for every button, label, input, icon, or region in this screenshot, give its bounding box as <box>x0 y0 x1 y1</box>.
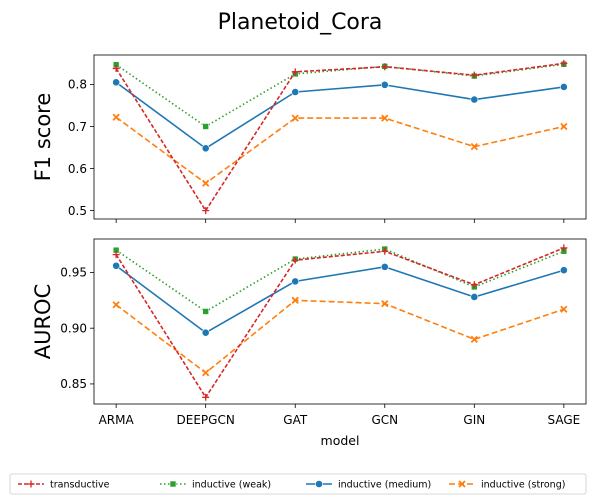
legend-marker <box>458 480 466 488</box>
y-axis-label: F1 score <box>31 93 55 182</box>
data-point <box>291 277 300 286</box>
legend-label: inductive (medium) <box>338 480 431 491</box>
data-point <box>201 144 210 153</box>
legend-item: transductive <box>18 480 110 491</box>
series-line <box>115 81 564 150</box>
y-tick-label: 0.85 <box>60 377 87 391</box>
data-point <box>202 393 210 401</box>
data-point <box>381 247 389 255</box>
data-point <box>380 80 389 89</box>
series-4 <box>112 113 568 187</box>
data-point <box>470 335 478 343</box>
data-point <box>291 256 299 264</box>
series-1 <box>112 244 568 401</box>
data-point <box>381 300 389 308</box>
data-point <box>202 123 209 130</box>
x-tick-label: ARMA <box>99 413 135 427</box>
data-point <box>470 293 479 301</box>
legend-item: inductive (strong) <box>449 480 565 491</box>
data-point <box>291 296 299 304</box>
series-line <box>115 265 565 334</box>
data-point <box>202 369 210 377</box>
data-point <box>112 301 120 309</box>
data-point <box>470 71 478 79</box>
legend-label: transductive <box>50 480 110 491</box>
legend-marker <box>27 480 35 488</box>
data-point <box>470 95 479 104</box>
data-point <box>291 68 299 76</box>
series-line <box>115 116 565 185</box>
data-point <box>559 83 568 91</box>
data-point <box>381 63 389 71</box>
auroc-panel: 0.85 0.90 0.95 ARMA DEEPGCN GAT GCN GIN SAGE AURO… <box>31 238 587 427</box>
legend-item: inductive (medium) <box>306 480 431 491</box>
data-point <box>380 262 389 271</box>
data-point <box>112 64 120 72</box>
data-point <box>202 308 209 315</box>
series-line <box>115 248 565 313</box>
legend-box <box>9 473 587 495</box>
data-point <box>291 88 300 96</box>
y-axis-label: AUROC <box>31 284 55 360</box>
x-tick-label: GIN <box>463 413 485 427</box>
data-point <box>560 305 568 313</box>
axes-frame <box>93 238 587 405</box>
x-tick-label: SAGE <box>548 413 581 427</box>
axes-frame <box>93 54 587 220</box>
data-point <box>559 266 568 275</box>
x-tick-label: GAT <box>283 413 308 427</box>
data-point <box>202 207 210 215</box>
data-point <box>112 251 120 259</box>
series-line <box>115 62 564 212</box>
series-3 <box>112 261 568 337</box>
x-tick-label: GCN <box>371 413 398 427</box>
y-tick-label: 0.7 <box>68 120 87 134</box>
data-point <box>560 244 568 252</box>
figure-title: Planetoid_Cora <box>218 10 383 35</box>
series-1 <box>112 59 568 215</box>
legend: transductive inductive (weak) inductive (m… <box>9 473 587 495</box>
y-tick-label: 0.90 <box>60 321 87 335</box>
series-4 <box>112 296 568 377</box>
data-point <box>560 59 568 67</box>
data-point <box>381 114 389 122</box>
legend-marker <box>315 480 323 488</box>
series-line <box>115 63 564 128</box>
y-tick-label: 0.5 <box>68 204 87 218</box>
x-tick-label: DEEPGCN <box>177 413 235 427</box>
series-line <box>115 247 565 399</box>
data-point <box>470 281 478 289</box>
x-axis-label: model <box>321 433 360 448</box>
data-point <box>112 261 121 270</box>
data-point <box>201 328 210 337</box>
legend-marker <box>169 480 177 488</box>
series-3 <box>112 78 568 153</box>
f1-panel: 0.5 0.6 0.7 0.8 F1 score <box>31 54 587 223</box>
legend-item: inductive (weak) <box>160 480 271 491</box>
y-tick-label: 0.8 <box>68 78 87 92</box>
data-point <box>291 114 299 122</box>
panels: 0.5 0.6 0.7 0.8 F1 score 0.85 0.90 0.95 ARMA DEEP… <box>31 54 587 427</box>
data-point <box>112 113 120 121</box>
series-2 <box>112 245 568 315</box>
data-point <box>560 122 568 131</box>
data-point <box>470 143 478 151</box>
legend-label: inductive (weak) <box>192 480 271 491</box>
y-tick-label: 0.95 <box>60 266 87 280</box>
y-tick-label: 0.6 <box>68 162 87 176</box>
series-line <box>115 299 565 374</box>
data-point <box>202 179 210 187</box>
legend-label: inductive (strong) <box>481 480 565 491</box>
data-point <box>112 78 121 87</box>
